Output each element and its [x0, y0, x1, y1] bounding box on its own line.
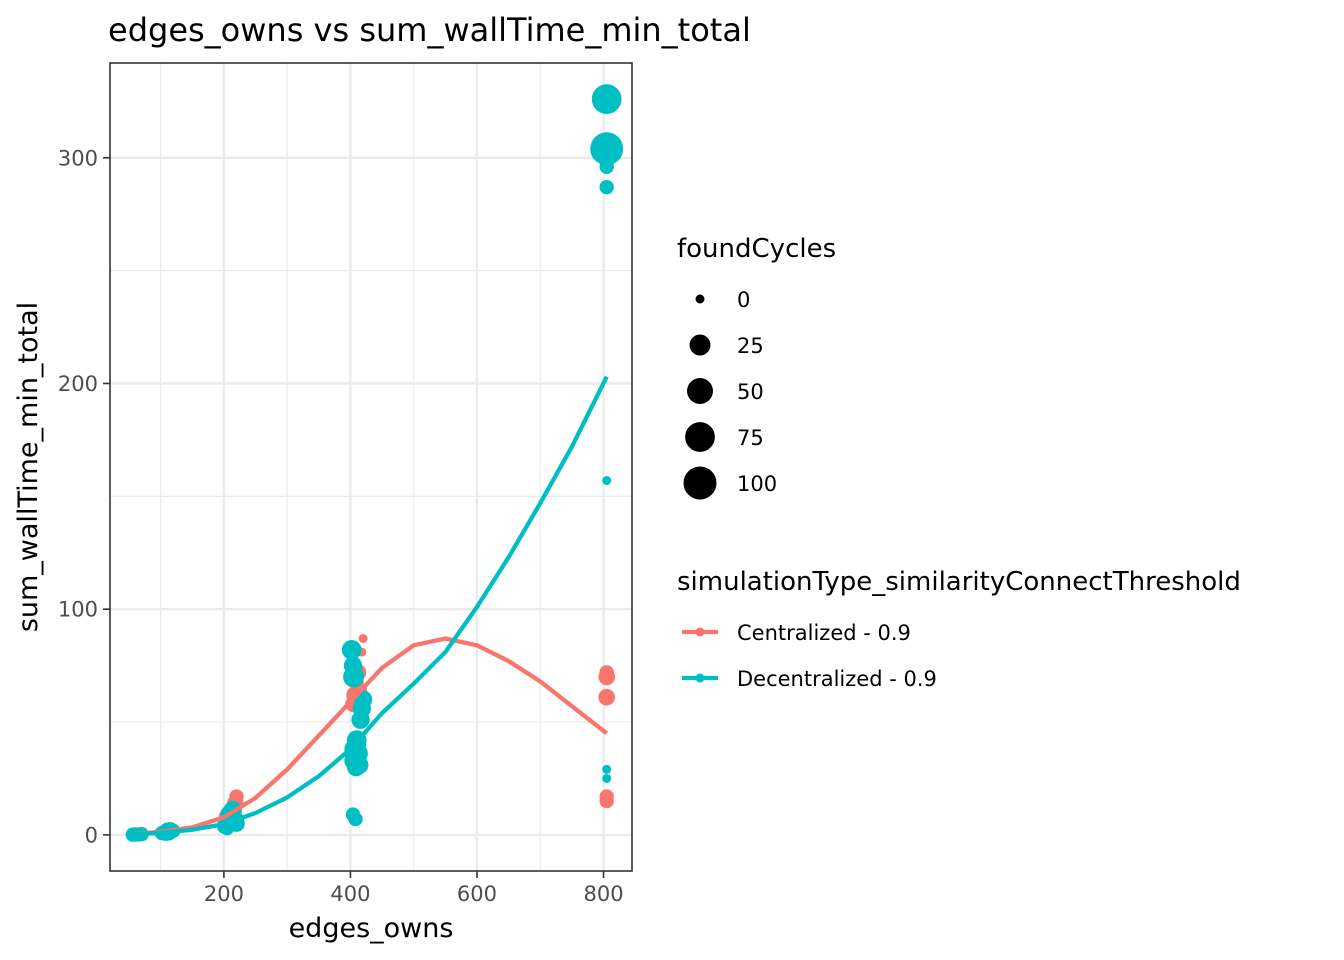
plot-panel	[109, 62, 633, 872]
size-legend-label: 100	[737, 472, 777, 496]
data-point	[599, 179, 614, 195]
data-point	[343, 666, 365, 688]
chart-title: edges_owns vs sum_wallTime_min_total	[108, 11, 751, 49]
data-point	[349, 736, 367, 753]
y-axis-title: sum_wallTime_min_total	[13, 302, 44, 632]
grid-lines	[110, 63, 632, 871]
data-point	[350, 755, 369, 775]
x-tick-label: 800	[583, 882, 623, 906]
data-point	[598, 668, 615, 686]
smooth-fits	[132, 375, 609, 837]
data-point	[602, 773, 612, 783]
size-legend-key	[687, 378, 713, 404]
size-legend-key	[683, 466, 717, 500]
size-legend-label: 0	[737, 288, 750, 312]
data-point	[599, 159, 614, 175]
x-tick-label: 400	[330, 882, 370, 906]
data-point	[599, 793, 614, 809]
data-point	[602, 476, 612, 486]
color-legend-label: Centralized - 0.9	[737, 621, 911, 645]
y-tick-label: 200	[58, 372, 98, 396]
color-legend: simulationType_similarityConnectThreshol…	[677, 567, 1241, 691]
data-point	[348, 811, 363, 827]
size-legend-label: 50	[737, 380, 764, 404]
x-axis: 200 400 600 800	[204, 871, 624, 906]
data-point	[341, 639, 362, 660]
x-tick-label: 600	[457, 882, 497, 906]
size-legend-key	[689, 334, 711, 356]
data-point	[602, 764, 612, 774]
y-tick-label: 100	[58, 598, 98, 622]
fit-line	[132, 636, 609, 837]
x-tick-label: 200	[204, 882, 244, 906]
size-legend-key	[695, 294, 705, 304]
data-point	[591, 84, 622, 115]
size-legend: foundCycles 0 25 50 75 100	[677, 234, 836, 500]
fit-line	[132, 375, 609, 837]
color-legend-label: Decentralized - 0.9	[737, 667, 937, 691]
panel-border	[109, 62, 633, 872]
size-legend-title: foundCycles	[677, 234, 836, 264]
data-point	[598, 688, 615, 706]
color-legend-dot	[695, 673, 705, 683]
size-legend-label: 25	[737, 334, 764, 358]
size-legend-label: 75	[737, 426, 764, 450]
color-legend-dot	[695, 627, 705, 637]
color-legend-title: simulationType_similarityConnectThreshol…	[677, 567, 1241, 597]
size-legend-key	[685, 422, 715, 452]
panel-background	[110, 63, 632, 871]
y-axis: 0 100 200 300	[58, 146, 110, 847]
data-point	[590, 132, 624, 166]
y-tick-label: 0	[85, 823, 98, 847]
data-point	[358, 634, 368, 644]
y-tick-label: 300	[58, 146, 98, 170]
data-point	[229, 789, 244, 804]
x-axis-title: edges_owns	[289, 913, 454, 944]
